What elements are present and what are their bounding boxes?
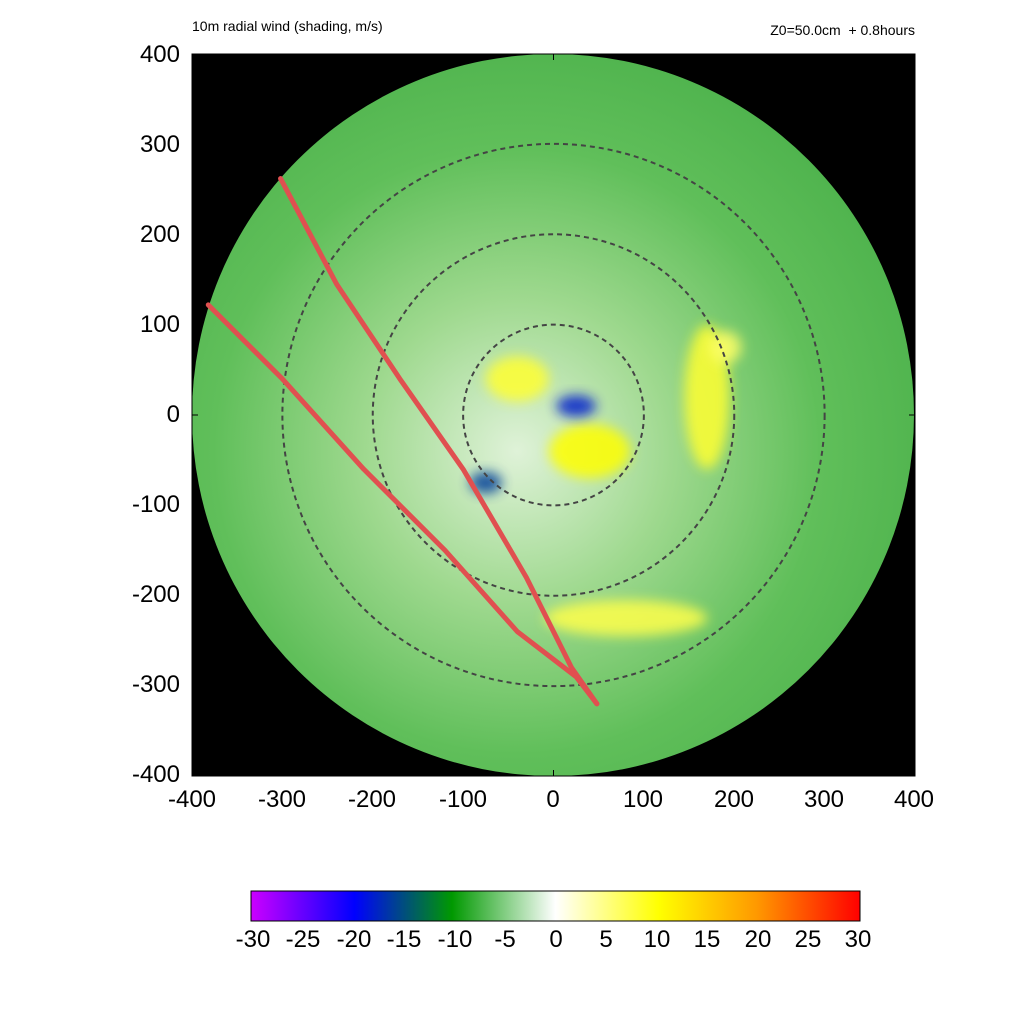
range-ring <box>281 142 826 688</box>
y-tick-label: -100 <box>131 491 180 518</box>
y-tick-label: -300 <box>131 671 180 698</box>
x-tick-label: 200 <box>713 786 755 813</box>
colorbar <box>250 890 861 922</box>
outflow-region <box>485 356 549 402</box>
outflow-region <box>548 423 631 479</box>
x-tick-label: -200 <box>347 786 397 813</box>
range-ring <box>371 233 736 597</box>
wind-features <box>469 324 742 637</box>
colorbar-tick-label: -25 <box>285 926 321 953</box>
track-line <box>205 302 600 707</box>
plot-frame <box>191 53 916 777</box>
track-line <box>278 176 600 707</box>
x-tick-label: 300 <box>803 786 845 813</box>
range-rings <box>281 142 826 688</box>
colorbar-tick-label: -5 <box>494 926 516 953</box>
x-tick-label: 400 <box>893 786 935 813</box>
y-tick-label: -200 <box>131 581 180 608</box>
colorbar-tick-label: 10 <box>643 926 671 953</box>
x-tick-label: -100 <box>438 786 488 813</box>
x-tick-label: -300 <box>257 786 307 813</box>
x-tick-label: -400 <box>167 786 217 813</box>
colorbar-tick-label: 20 <box>744 926 772 953</box>
colorbar-tick-label: 5 <box>599 926 613 953</box>
colorbar-tick-label: -10 <box>437 926 473 953</box>
colorbar-tick-label: -30 <box>235 926 271 953</box>
x-tick-label: 100 <box>622 786 664 813</box>
chart-title: 10m radial wind (shading, m/s) <box>192 18 383 34</box>
colorbar-tick-label: 15 <box>693 926 721 953</box>
y-tick-label: 200 <box>139 221 180 248</box>
y-tick-label: 300 <box>139 131 180 158</box>
y-tick-label: 400 <box>139 41 180 68</box>
colorbar-tick-label: -15 <box>386 926 422 953</box>
x-tick-label: 0 <box>546 786 560 813</box>
inflow_core-region <box>469 471 502 494</box>
y-tick-label: -400 <box>131 761 180 788</box>
colorbar-tick-label: -20 <box>336 926 372 953</box>
y-tick-label: 0 <box>166 401 180 428</box>
y-tick-label: 100 <box>139 311 180 338</box>
domain-field <box>192 54 914 776</box>
storm-tracks <box>205 176 600 707</box>
outflow_band-region <box>544 599 708 637</box>
chart-annotation: Z0=50.0cm + 0.8hours <box>770 22 915 38</box>
colorbar-tick-label: 30 <box>844 926 872 953</box>
colorbar-tick-label: 0 <box>549 926 563 953</box>
outflow-region <box>708 331 742 364</box>
colorbar-tick-label: 25 <box>794 926 822 953</box>
inflow_core-region <box>556 395 596 417</box>
range-ring <box>462 323 645 507</box>
